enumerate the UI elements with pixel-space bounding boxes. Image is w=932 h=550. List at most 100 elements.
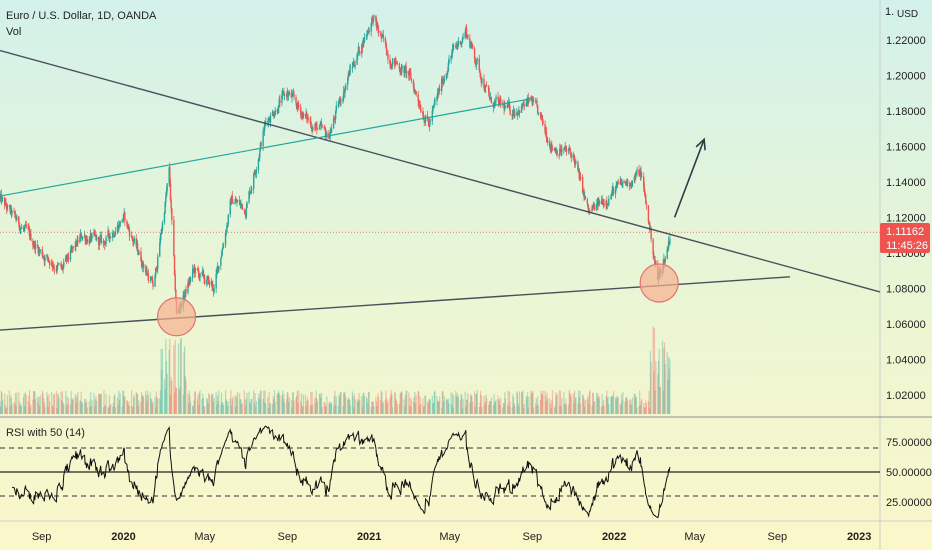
volume-bar [10,395,12,414]
volume-bar [276,393,278,414]
price-axis[interactable]: 1.22000 1.20000 1.18000 1.16000 1.14000 1.120… [886,35,926,402]
volume-bar [659,386,661,414]
volume-bar [596,392,598,414]
candle-body [549,140,551,148]
volume-bar [320,392,323,414]
candle-body [606,200,608,204]
candle-body [514,113,516,116]
volume-bar [324,402,326,414]
candle-body [504,106,506,110]
time-axis[interactable]: Sep 2020 May Sep 2021 May Sep 2022 May Sep 2023 [32,531,872,543]
candle-body [471,42,473,45]
candle-body [349,69,351,76]
volume-bar [296,391,298,414]
volume-bar [564,404,566,414]
candle-body [197,270,200,277]
candle-body [372,18,374,23]
rsi-pane[interactable]: 75.00000 50.00000 25.00000 [0,425,932,519]
candle-body [79,237,81,243]
volume-bar [612,395,614,414]
candle-body [404,68,406,73]
volume-bar [630,399,632,414]
candle-body [39,249,41,252]
volume-bar [405,390,407,414]
volume-bar [80,391,82,414]
volume-bar [443,401,445,414]
volume-bar [654,390,656,414]
candle-body [291,93,294,97]
volume-bar [531,390,533,414]
candle-body [86,239,88,243]
candle-body [438,88,440,95]
candle-body [556,150,558,155]
volume-bar [20,403,22,414]
candle-body [36,244,39,247]
volume-bar [465,406,467,414]
volume-bar [147,390,149,414]
candle-body [344,89,346,93]
volume-bar [131,406,133,414]
volume-legend[interactable]: Vol [6,26,21,38]
volume-bar [175,388,178,414]
volume-bar [231,398,233,414]
candle-body [335,105,337,112]
volume-bar [662,390,664,414]
volume-bar [93,393,95,414]
candle-body [293,93,295,98]
currency-label[interactable]: USD [897,9,918,20]
volume-bar [624,398,627,414]
volume-bar [122,390,125,414]
candle-body [155,267,157,276]
candle-body [118,224,120,230]
volume-bar [137,394,139,414]
candle-body [443,78,446,82]
candle-body [0,194,3,202]
volume-bar [306,401,308,414]
volume-bar [100,393,102,414]
candle-body [159,243,161,257]
candle-body [121,220,123,222]
volume-bar [484,405,486,414]
drawings[interactable] [0,49,881,337]
candle-body [165,190,168,197]
volume-bar [159,390,162,414]
candle-body [415,91,417,95]
volume-bar [284,402,286,414]
candle-body [244,209,246,215]
volume-bar [517,403,519,414]
candle-body [643,187,646,193]
volume-bar [182,394,184,414]
forecast-arrowhead [695,137,706,151]
candle-body [161,230,163,234]
volume-bar [652,326,654,414]
candle-body [276,110,278,112]
volume-bar [666,351,668,414]
candle-body [509,109,511,115]
volume-bar [114,407,117,414]
volume-bar [522,407,525,414]
volume-bar [512,396,515,414]
candle-body [136,243,139,252]
candle-body [169,167,171,184]
candle-body [229,200,231,215]
rsi-legend[interactable]: RSI with 50 (14) [6,427,85,439]
candle-body [154,275,156,287]
candle-body [267,118,270,123]
volume-bar [382,403,384,414]
volume-bar [588,403,590,414]
volume-bar [462,399,464,414]
volume-bar [558,390,560,414]
candle-body [551,144,553,148]
volume-bar [282,398,284,414]
candle-body [446,73,448,75]
volume-bar [390,394,392,414]
volume-bar [202,393,204,414]
symbol-title[interactable]: Euro / U.S. Dollar, 1D, OANDA [6,10,157,22]
volume-bar [206,398,208,414]
volume-bar [66,396,68,414]
volume-bar [497,395,499,414]
volume-bar [554,405,556,414]
rsi-tick-label: 75.00000 [886,437,932,449]
